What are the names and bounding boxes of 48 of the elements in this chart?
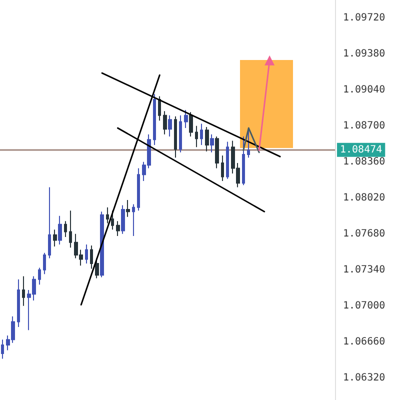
candlestick: [69, 210, 72, 248]
y-tick-label: 1.06320: [343, 372, 386, 384]
y-tick-label: 1.09040: [343, 84, 386, 96]
candlestick: [64, 220, 67, 238]
candlestick: [58, 215, 62, 245]
candlestick: [184, 110, 188, 129]
candlestick: [242, 136, 245, 186]
y-tick-label: 1.09720: [343, 12, 386, 24]
candlestick: [1, 339, 4, 360]
candlestick: [100, 211, 104, 278]
candlestick: [121, 204, 125, 234]
y-tick-label: 1.06660: [343, 336, 386, 348]
candlestick: [158, 96, 161, 122]
candlestick: [221, 155, 224, 182]
y-tick-label: 1.09380: [343, 48, 386, 60]
y-tick-label: 1.08020: [343, 192, 386, 204]
candlestick: [179, 114, 182, 153]
candlestick: [200, 123, 203, 146]
candlestick: [53, 229, 57, 248]
candlestick: [111, 210, 114, 230]
candlestick: [116, 220, 120, 236]
y-tick-label: 1.07680: [343, 228, 386, 240]
candlestick: [174, 116, 177, 158]
candlestick: [210, 134, 214, 153]
candlestick: [38, 267, 41, 286]
candlestick: [126, 200, 130, 218]
candlestick: [205, 126, 209, 152]
candlestick: [17, 278, 20, 328]
candlestick: [43, 252, 46, 275]
candlestick: [132, 204, 135, 236]
candlestick: [226, 141, 229, 180]
candlestick: [168, 114, 172, 138]
candlestick: [85, 244, 88, 264]
ref-line-label: 1.08474: [340, 144, 382, 156]
candlestick: [195, 125, 198, 148]
candlestick: [189, 112, 193, 138]
candlestick: [90, 245, 93, 270]
y-tick-label: 1.08360: [343, 156, 386, 168]
candlestick: [163, 110, 167, 135]
candlestick: [215, 136, 219, 169]
y-tick-label: 1.08700: [343, 120, 386, 132]
y-tick-label: 1.07000: [343, 300, 386, 312]
candlestick: [137, 168, 140, 212]
candlestick: [22, 276, 25, 306]
candlestick: [48, 186, 51, 259]
candlestick: [106, 206, 109, 224]
candlestick: [153, 94, 156, 146]
y-tick-label: 1.07340: [343, 264, 386, 276]
